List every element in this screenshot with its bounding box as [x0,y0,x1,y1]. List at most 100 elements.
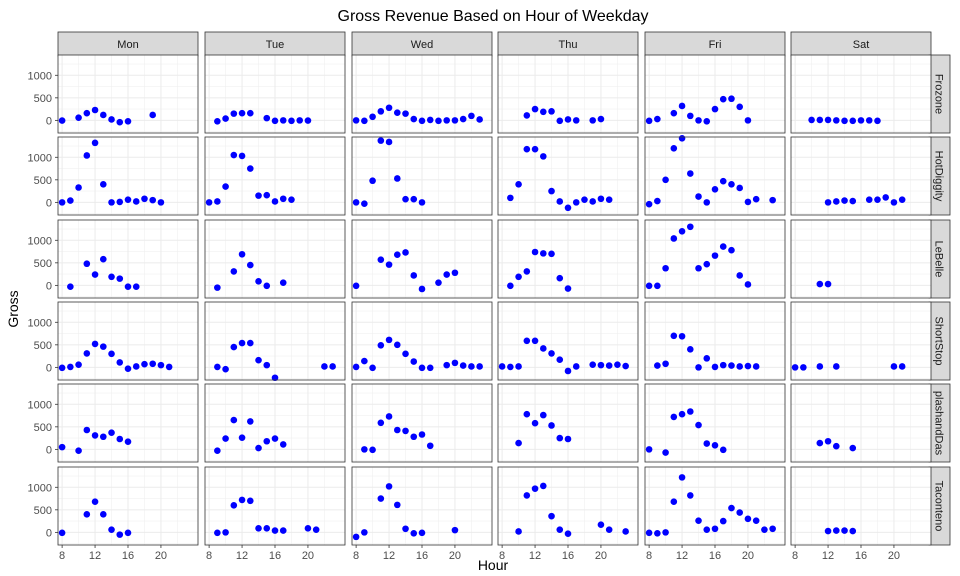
panel-border [790,219,932,299]
data-point [459,362,467,369]
data-point [752,195,760,203]
data-point [744,281,752,288]
panel-border [497,301,639,381]
data-point [149,111,157,119]
data-point [124,438,132,446]
data-point [385,413,393,420]
data-point [377,137,385,144]
data-point [719,361,727,369]
data-point [361,117,368,125]
data-point [662,264,669,272]
panel-taconteno-mon [57,466,199,546]
data-point [271,198,279,205]
data-point [874,117,881,125]
data-point [91,340,99,348]
data-point [116,435,124,443]
y-tick-label: 1000 [28,70,52,82]
data-point [352,199,360,206]
data-point [556,526,564,533]
data-point [736,184,744,192]
data-point [654,115,661,123]
data-point [719,446,727,454]
data-point [238,339,246,347]
data-point [214,529,221,537]
data-point [832,198,840,205]
panel-border [497,219,639,299]
data-point [711,363,719,371]
data-point [882,194,890,201]
data-point [58,529,66,537]
data-point [246,261,254,269]
data-point [769,525,776,533]
data-point [99,343,107,350]
data-point [222,435,229,442]
data-point [238,152,246,160]
data-point [279,441,287,448]
data-point [91,271,99,278]
panel-splashanddash-mon [57,383,199,463]
panel-taconteno-fri [644,466,786,546]
data-point [67,283,74,291]
data-point [572,199,580,206]
y-tick-label: 0 [46,280,52,292]
data-point [108,273,115,281]
data-point [296,117,304,124]
y-tick-label: 500 [34,93,52,105]
data-point [523,145,531,153]
panel-splashanddash-fri [644,383,786,463]
panel-splashanddash-wed [351,383,493,463]
data-point [385,138,393,146]
y-tick-label: 0 [46,527,52,539]
panel-splashanddash-thu [497,383,639,463]
data-point [393,109,401,117]
data-point [385,483,393,490]
data-point [670,332,678,340]
data-point [361,357,368,365]
data-point [678,332,686,340]
data-point [402,427,409,435]
x-axis-title: Hour [478,557,509,573]
data-point [214,284,221,291]
data-point [686,223,694,231]
data-point [498,363,506,370]
data-point [711,442,719,449]
panel-lebelle-mon [57,219,199,299]
x-tick-label: 12 [236,550,248,562]
data-point [614,361,621,368]
data-point [515,528,522,535]
data-point [418,285,426,293]
data-point [91,498,99,506]
data-point [865,196,873,203]
data-point [410,115,418,123]
data-point [678,135,686,142]
data-point [548,512,555,520]
data-point [744,362,752,370]
data-point [752,363,760,370]
data-point [476,363,483,370]
data-point [589,198,597,205]
data-point [769,196,776,204]
data-point [91,139,99,147]
data-point [271,117,279,125]
data-point [531,485,539,492]
data-point [556,356,564,364]
data-point [255,525,262,532]
data-point [393,341,401,349]
data-point [99,511,107,518]
panel-border [790,54,932,134]
data-point [255,356,262,364]
data-point [728,181,735,188]
data-point [116,198,124,206]
data-point [564,530,572,538]
data-point [124,117,132,125]
data-point [222,183,229,190]
data-point [418,431,426,438]
data-point [230,151,238,159]
x-tick-label: 8 [499,550,505,562]
data-point [736,103,744,111]
strip-fri [644,31,786,57]
data-point [605,196,613,203]
data-point [548,187,555,195]
x-tick-label: 16 [416,550,428,562]
data-point [377,419,385,427]
